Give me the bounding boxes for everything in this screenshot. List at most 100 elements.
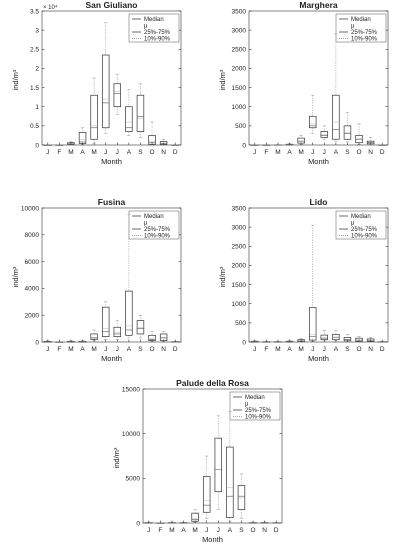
box-9	[148, 121, 156, 145]
chart-title: Marghera	[299, 0, 338, 10]
x-tick-label: F	[57, 149, 61, 156]
legend-label-mean: μ	[144, 24, 148, 30]
legend-label-iqr: 25%-75%	[245, 408, 272, 414]
y-tick-label: 15000	[122, 386, 140, 393]
y-tick-label: 0.5	[30, 123, 39, 130]
x-tick-label: F	[264, 346, 268, 353]
x-tick-label: M	[91, 149, 96, 156]
x-tick-label: S	[138, 346, 143, 353]
chart-title: Fusina	[98, 197, 126, 207]
x-tick-label: A	[334, 149, 339, 156]
x-tick-label: M	[298, 346, 303, 353]
chart-title: San Giuliano	[86, 0, 138, 10]
legend-label-median: Median	[245, 395, 265, 401]
x-tick-label: J	[46, 149, 49, 156]
iqr-box	[101, 306, 110, 337]
x-tick-label: S	[345, 346, 350, 353]
x-tick-label: N	[368, 346, 373, 353]
y-tick-label: 3000	[232, 27, 247, 34]
box-9	[355, 123, 363, 145]
box-5	[101, 301, 110, 340]
y-tick-label: 3	[35, 27, 39, 34]
y-tick-label: 4000	[25, 286, 40, 293]
box-6	[320, 330, 329, 342]
box-7	[125, 214, 133, 339]
iqr-box	[332, 94, 340, 140]
x-tick-label: J	[116, 149, 119, 156]
x-tick-label: J	[147, 527, 150, 534]
y-tick-label: 1500	[232, 282, 247, 289]
iqr-box	[136, 94, 145, 132]
x-tick-label: F	[57, 346, 61, 353]
x-tick-label: S	[345, 149, 350, 156]
y-axis-label: ind/m³	[11, 69, 20, 90]
iqr-box	[101, 54, 110, 129]
y-tick-label: 0	[35, 339, 39, 346]
x-tick-label: O	[150, 346, 155, 353]
x-tick-label: M	[192, 527, 197, 534]
legend-label-range: 10%-90%	[351, 37, 378, 43]
y-tick-label: 2.5	[30, 47, 39, 54]
x-tick-label: J	[104, 149, 107, 156]
iqr-box	[90, 333, 98, 340]
x-axis-label: Month	[202, 535, 223, 544]
x-tick-label: N	[368, 149, 373, 156]
chart-panel: San Giuliano 0 0.5 1 1.5 2 2.5 3 3.5 × 10⁴ ind/m³ M…	[11, 0, 182, 166]
box-6	[214, 415, 223, 510]
x-tick-label: D	[173, 346, 178, 353]
box-8	[136, 83, 145, 138]
iqr-box	[202, 476, 211, 513]
iqr-box	[113, 326, 122, 337]
y-tick-label: 2500	[232, 244, 247, 251]
x-tick-label: M	[169, 527, 174, 534]
box-6	[113, 320, 122, 340]
box-8	[237, 473, 246, 519]
x-tick-label: S	[239, 527, 244, 534]
legend-label-mean: μ	[351, 221, 355, 227]
x-tick-label: J	[253, 149, 256, 156]
y-tick-label: 3500	[232, 8, 247, 15]
y-tick-label: 3.5	[30, 8, 39, 15]
x-tick-label: A	[287, 149, 292, 156]
x-tick-label: N	[161, 346, 166, 353]
iqr-box	[320, 334, 329, 341]
box-6	[320, 125, 329, 140]
x-tick-label: F	[264, 149, 268, 156]
y-axis-label: ind/m³	[11, 266, 20, 287]
iqr-box	[125, 290, 133, 336]
x-axis-label: Month	[101, 354, 122, 363]
iqr-box	[237, 485, 246, 510]
y-tick-label: 1000	[232, 104, 247, 111]
y-tick-label: 5000	[126, 476, 141, 483]
x-tick-label: J	[46, 346, 49, 353]
x-tick-label: D	[173, 149, 178, 156]
box-7	[332, 330, 340, 342]
y-tick-label: 500	[235, 320, 246, 327]
chart-panel: Palude della Rosa 0 5000 10000 15000 ind/m³ Mo…	[112, 378, 283, 544]
box-7	[332, 33, 340, 142]
x-tick-label: A	[334, 346, 339, 353]
plot-area	[41, 10, 182, 146]
x-tick-label: J	[217, 527, 220, 534]
box-6	[113, 73, 122, 115]
x-tick-label: A	[127, 346, 132, 353]
y-tick-label: 10000	[21, 205, 39, 212]
legend-label-median: Median	[144, 214, 164, 220]
x-tick-label: J	[311, 149, 314, 156]
y-tick-label: 1000	[232, 301, 247, 308]
x-tick-label: F	[158, 527, 162, 534]
y-tick-label: 10000	[122, 431, 140, 438]
legend-label-range: 10%-90%	[351, 234, 378, 240]
x-tick-label: S	[138, 149, 143, 156]
chart-title: Palude della Rosa	[176, 378, 249, 388]
chart-panel: Marghera 0 500 1000 1500 2000 2500 3000 3500 ind/…	[218, 0, 389, 166]
x-tick-label: N	[262, 527, 267, 534]
x-tick-label: D	[274, 527, 279, 534]
y-tick-label: 8000	[25, 232, 40, 239]
legend-label-iqr: 25%-75%	[351, 30, 378, 36]
x-tick-label: J	[311, 346, 314, 353]
x-tick-label: D	[380, 149, 385, 156]
box-8	[136, 314, 145, 339]
y-tick-label: 1500	[232, 85, 247, 92]
